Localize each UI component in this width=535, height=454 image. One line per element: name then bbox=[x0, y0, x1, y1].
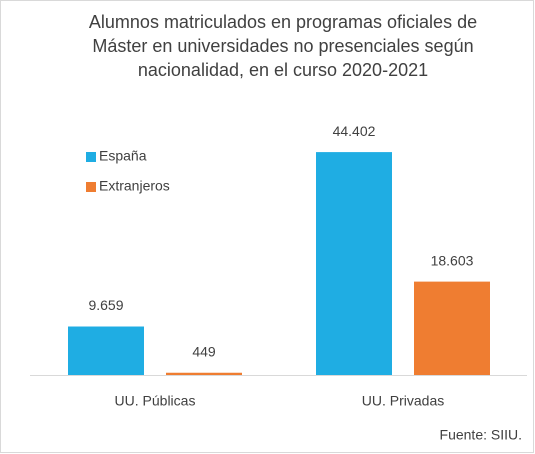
bar bbox=[166, 372, 242, 375]
data-label: 18.603 bbox=[431, 252, 474, 268]
legend-swatch bbox=[86, 152, 96, 162]
legend-label: España bbox=[99, 148, 147, 164]
chart-title: Alumnos matriculados en programas oficia… bbox=[88, 12, 478, 80]
x-tick-label: UU. Privadas bbox=[362, 393, 444, 409]
data-label: 9.659 bbox=[88, 297, 123, 313]
legend-swatch bbox=[86, 182, 96, 192]
data-label: 44.402 bbox=[333, 123, 376, 139]
legend-label: Extranjeros bbox=[99, 178, 170, 194]
data-label: 449 bbox=[192, 343, 216, 359]
bar bbox=[68, 326, 144, 375]
bar bbox=[316, 152, 392, 375]
x-tick-label: UU. Públicas bbox=[115, 393, 196, 409]
bar bbox=[414, 281, 490, 375]
source-note: Fuente: SIIU. bbox=[440, 427, 522, 443]
